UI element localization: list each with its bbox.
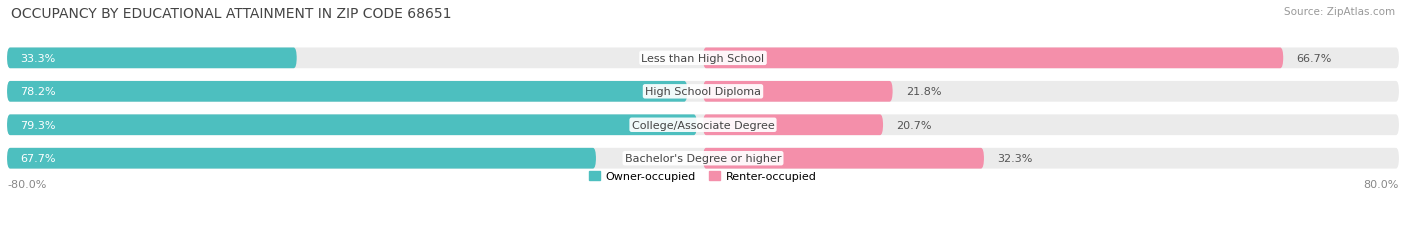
FancyBboxPatch shape [703,148,984,169]
FancyBboxPatch shape [7,48,297,69]
Text: Source: ZipAtlas.com: Source: ZipAtlas.com [1284,7,1395,17]
FancyBboxPatch shape [7,148,596,169]
FancyBboxPatch shape [703,115,883,136]
Legend: Owner-occupied, Renter-occupied: Owner-occupied, Renter-occupied [585,167,821,186]
FancyBboxPatch shape [7,82,1399,102]
Text: 33.3%: 33.3% [20,54,55,64]
Text: 32.3%: 32.3% [997,154,1032,164]
Text: High School Diploma: High School Diploma [645,87,761,97]
FancyBboxPatch shape [7,115,697,136]
FancyBboxPatch shape [7,82,688,102]
FancyBboxPatch shape [7,148,1399,169]
Text: 78.2%: 78.2% [20,87,56,97]
Text: Bachelor's Degree or higher: Bachelor's Degree or higher [624,154,782,164]
Text: OCCUPANCY BY EDUCATIONAL ATTAINMENT IN ZIP CODE 68651: OCCUPANCY BY EDUCATIONAL ATTAINMENT IN Z… [11,7,451,21]
FancyBboxPatch shape [7,48,1399,69]
Text: College/Associate Degree: College/Associate Degree [631,120,775,130]
Text: 20.7%: 20.7% [896,120,932,130]
FancyBboxPatch shape [703,48,1284,69]
Text: Less than High School: Less than High School [641,54,765,64]
Text: 79.3%: 79.3% [20,120,56,130]
FancyBboxPatch shape [7,115,1399,136]
Text: 21.8%: 21.8% [905,87,941,97]
Text: 66.7%: 66.7% [1296,54,1331,64]
Text: 67.7%: 67.7% [20,154,56,164]
Text: 80.0%: 80.0% [1364,179,1399,189]
FancyBboxPatch shape [703,82,893,102]
Text: -80.0%: -80.0% [7,179,46,189]
